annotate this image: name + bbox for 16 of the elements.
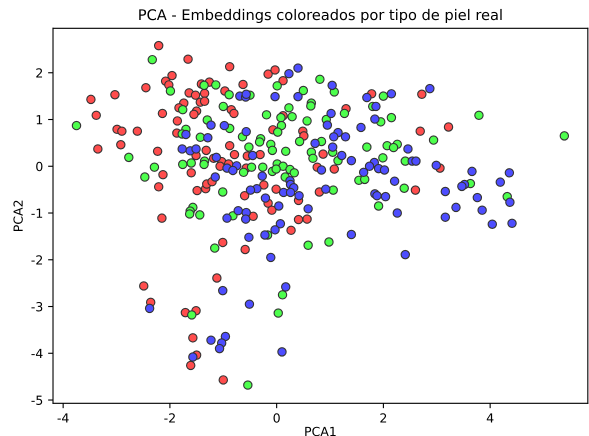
chart-title: PCA - Embeddings coloreados por tipo de piel real (139, 8, 502, 24)
x-tick-label: -2 (164, 413, 175, 423)
y-tick-label: 2 (36, 68, 42, 78)
y-tick-label: -1 (31, 208, 42, 218)
x-axis-title: PCA1 (305, 426, 336, 436)
x-tick-label: 4 (486, 413, 494, 423)
x-tick-label: 2 (380, 413, 386, 423)
y-tick-label: 0 (36, 162, 42, 172)
y-axis-title: PCA2 (13, 200, 23, 231)
y-tick-label: -5 (31, 396, 42, 405)
y-tick-label: -4 (31, 348, 43, 358)
y-tick-label: -3 (31, 302, 42, 312)
y-tick-label: -2 (31, 255, 42, 265)
x-tick-label: 0 (273, 413, 280, 423)
x-tick-label: -4 (58, 413, 69, 423)
y-tick-label: 1 (36, 115, 42, 124)
